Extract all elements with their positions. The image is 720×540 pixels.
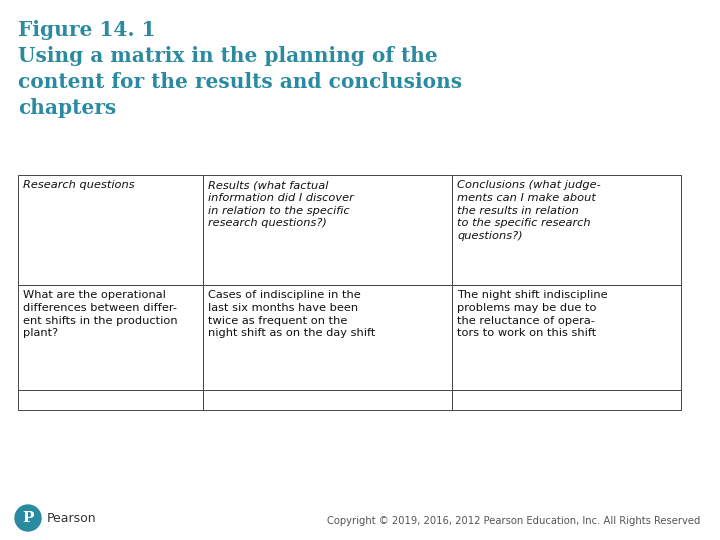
Bar — [18, 390, 203, 410]
Text: Results (what factual
information did I discover
in relation to the specific
res: Results (what factual information did I … — [207, 180, 354, 228]
Text: P: P — [22, 511, 34, 525]
Text: Research questions: Research questions — [23, 180, 135, 190]
Bar — [203, 390, 452, 410]
Text: Pearson: Pearson — [47, 511, 96, 524]
Bar — [452, 285, 681, 390]
Bar — [452, 175, 681, 285]
Bar — [203, 175, 452, 285]
Text: What are the operational
differences between differ-
ent shifts in the productio: What are the operational differences bet… — [23, 290, 178, 339]
Text: Using a matrix in the planning of the: Using a matrix in the planning of the — [18, 46, 438, 66]
Text: Cases of indiscipline in the
last six months have been
twice as frequent on the
: Cases of indiscipline in the last six mo… — [207, 290, 375, 339]
Text: content for the results and conclusions: content for the results and conclusions — [18, 72, 462, 92]
Bar — [18, 285, 203, 390]
Text: Figure 14. 1: Figure 14. 1 — [18, 20, 156, 40]
Text: The night shift indiscipline
problems may be due to
the reluctance of opera-
tor: The night shift indiscipline problems ma… — [457, 290, 608, 339]
Text: Conclusions (what judge-
ments can I make about
the results in relation
to the s: Conclusions (what judge- ments can I mak… — [457, 180, 601, 241]
Text: Copyright © 2019, 2016, 2012 Pearson Education, Inc. All Rights Reserved: Copyright © 2019, 2016, 2012 Pearson Edu… — [327, 516, 700, 526]
Text: chapters: chapters — [18, 98, 116, 118]
Bar — [18, 175, 203, 285]
Bar — [203, 285, 452, 390]
Circle shape — [15, 505, 41, 531]
Bar — [452, 390, 681, 410]
